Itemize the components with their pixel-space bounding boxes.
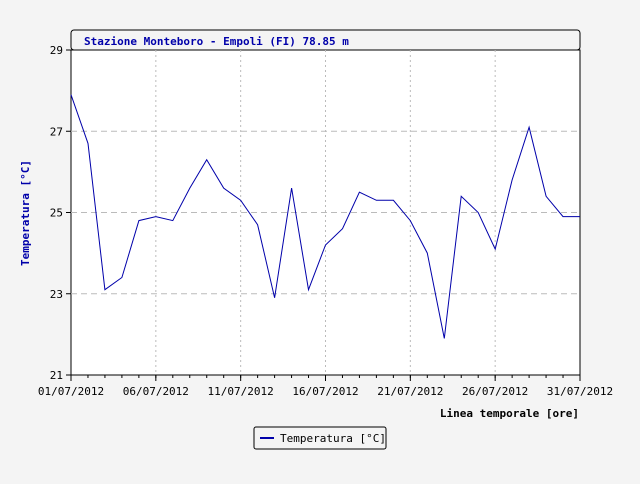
- vertical-gridlines: [155, 50, 496, 375]
- y-tick-label: 23: [50, 288, 63, 301]
- x-tick-label: 01/07/2012: [38, 385, 104, 398]
- x-tick-label: 16/07/2012: [292, 385, 358, 398]
- y-tick-label: 27: [50, 125, 63, 138]
- x-tick-label: 31/07/2012: [547, 385, 613, 398]
- y-tick-label: 25: [50, 207, 63, 220]
- x-tick-label: 21/07/2012: [377, 385, 443, 398]
- x-tick-labels: 01/07/2012 06/07/2012 11/07/2012 16/07/2012…: [38, 375, 613, 398]
- chart-title: Stazione Monteboro - Empoli (FI) 78.85 m: [84, 35, 349, 48]
- x-axis-label: Linea temporale [ore]: [440, 407, 579, 420]
- y-tick-label: 21: [50, 369, 63, 382]
- x-tick-label: 06/07/2012: [123, 385, 189, 398]
- legend-label: Temperatura [°C]: [280, 432, 386, 445]
- x-tick-label: 11/07/2012: [208, 385, 274, 398]
- legend-box: [253, 426, 387, 450]
- temperature-series-line: [70, 94, 580, 339]
- x-tick-label: 26/07/2012: [462, 385, 528, 398]
- y-tick-labels: 21 23 25 27 29: [50, 44, 71, 382]
- y-axis-label: Temperatura [°C]: [19, 160, 32, 266]
- y-tick-label: 29: [50, 44, 63, 57]
